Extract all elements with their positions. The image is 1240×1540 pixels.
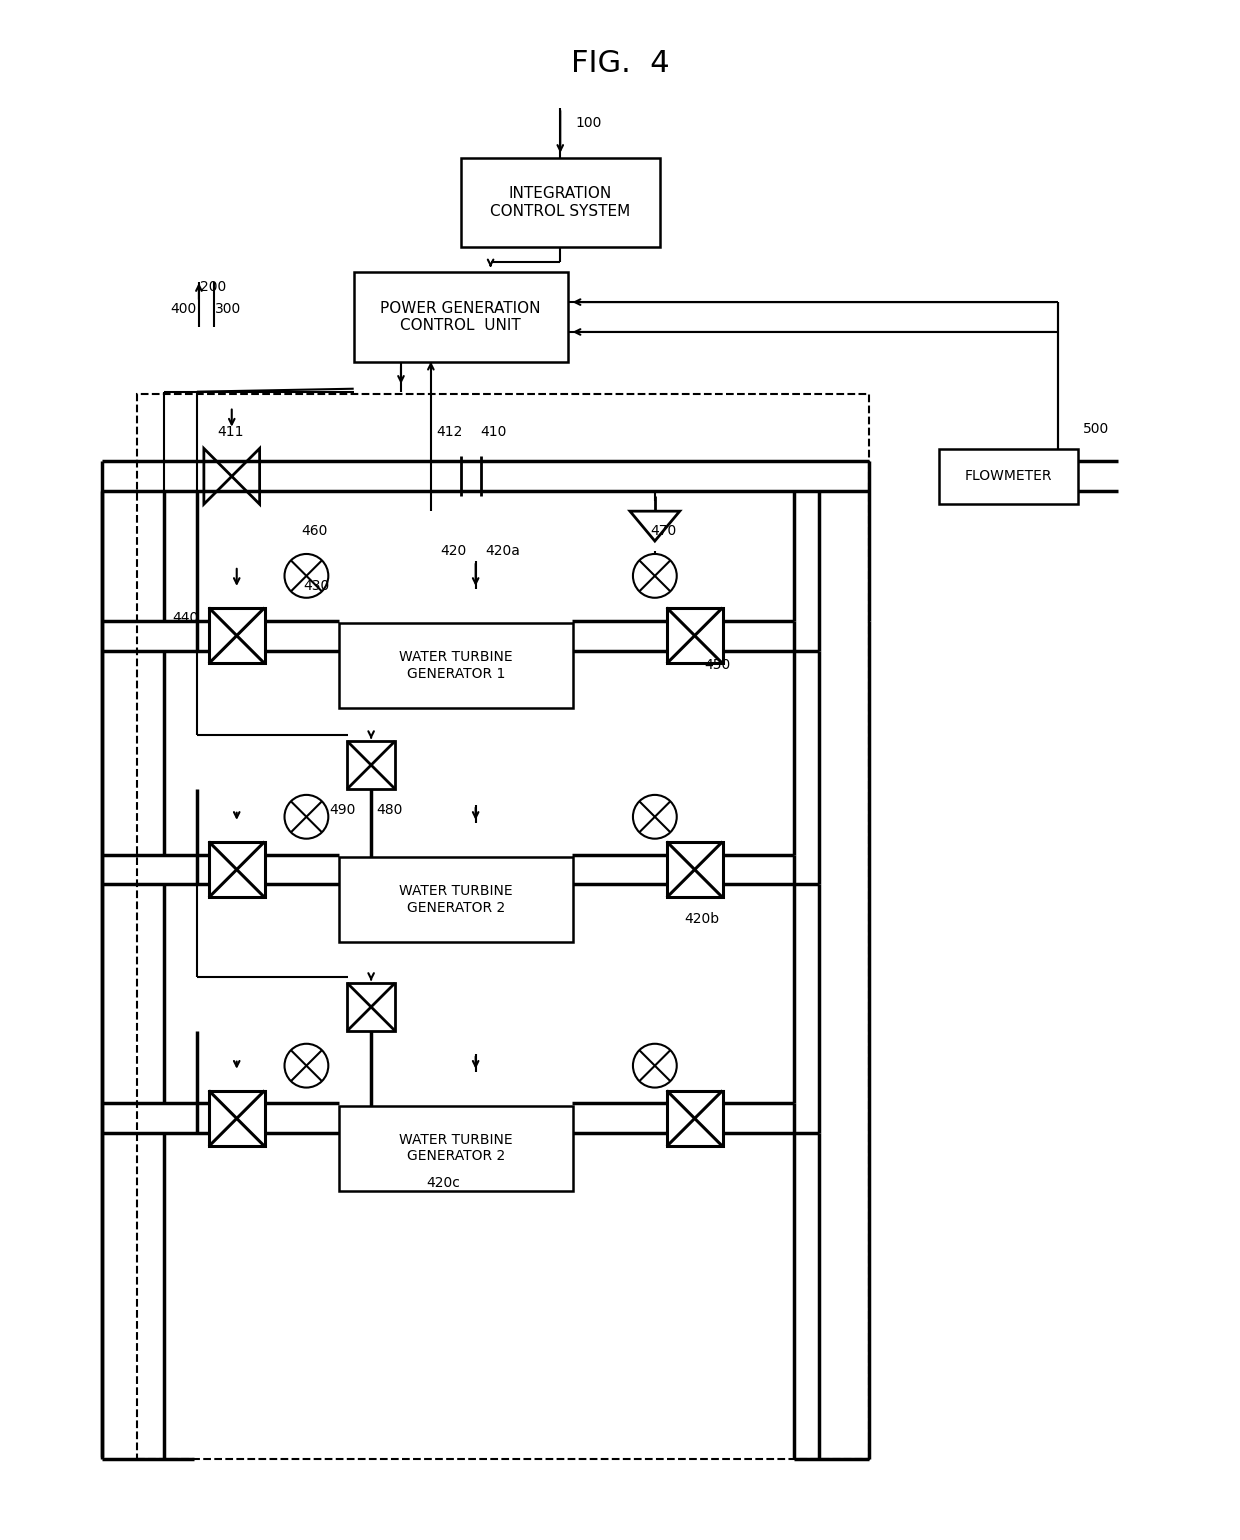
Text: 411: 411 bbox=[217, 425, 243, 439]
Text: FLOWMETER: FLOWMETER bbox=[965, 470, 1052, 484]
Bar bbox=[339, 1106, 573, 1190]
Bar bbox=[347, 741, 396, 788]
Text: 460: 460 bbox=[301, 524, 327, 537]
Text: 500: 500 bbox=[1083, 422, 1109, 436]
Bar bbox=[208, 608, 264, 664]
Text: WATER TURBINE
GENERATOR 2: WATER TURBINE GENERATOR 2 bbox=[399, 1133, 512, 1163]
Text: 400: 400 bbox=[170, 302, 196, 316]
Text: 410: 410 bbox=[481, 425, 507, 439]
Bar bbox=[339, 624, 573, 708]
Text: WATER TURBINE
GENERATOR 2: WATER TURBINE GENERATOR 2 bbox=[399, 884, 512, 915]
Text: 412: 412 bbox=[435, 425, 463, 439]
Text: 440: 440 bbox=[172, 611, 198, 625]
Text: 420: 420 bbox=[440, 544, 467, 557]
Text: INTEGRATION
CONTROL SYSTEM: INTEGRATION CONTROL SYSTEM bbox=[490, 186, 630, 219]
Text: 200: 200 bbox=[200, 280, 226, 294]
Bar bbox=[461, 157, 660, 248]
Text: 470: 470 bbox=[650, 524, 676, 537]
Bar bbox=[339, 858, 573, 942]
Bar bbox=[138, 394, 869, 1458]
Text: 450: 450 bbox=[704, 659, 730, 673]
Bar bbox=[667, 1090, 723, 1146]
Bar bbox=[667, 608, 723, 664]
Text: 420a: 420a bbox=[486, 544, 521, 557]
Text: 490: 490 bbox=[330, 802, 356, 816]
Text: 100: 100 bbox=[575, 116, 601, 129]
Text: FIG.  4: FIG. 4 bbox=[570, 49, 670, 77]
Text: WATER TURBINE
GENERATOR 1: WATER TURBINE GENERATOR 1 bbox=[399, 650, 512, 681]
Bar bbox=[667, 842, 723, 898]
Text: 420b: 420b bbox=[684, 912, 720, 927]
Bar bbox=[939, 450, 1078, 504]
Bar bbox=[208, 1090, 264, 1146]
Text: 480: 480 bbox=[376, 802, 403, 816]
Bar bbox=[353, 273, 568, 362]
Text: 430: 430 bbox=[303, 579, 330, 593]
Bar bbox=[347, 983, 396, 1030]
Bar bbox=[208, 842, 264, 898]
Text: 300: 300 bbox=[215, 302, 241, 316]
Text: POWER GENERATION
CONTROL  UNIT: POWER GENERATION CONTROL UNIT bbox=[381, 300, 541, 333]
Text: 420c: 420c bbox=[425, 1177, 460, 1190]
